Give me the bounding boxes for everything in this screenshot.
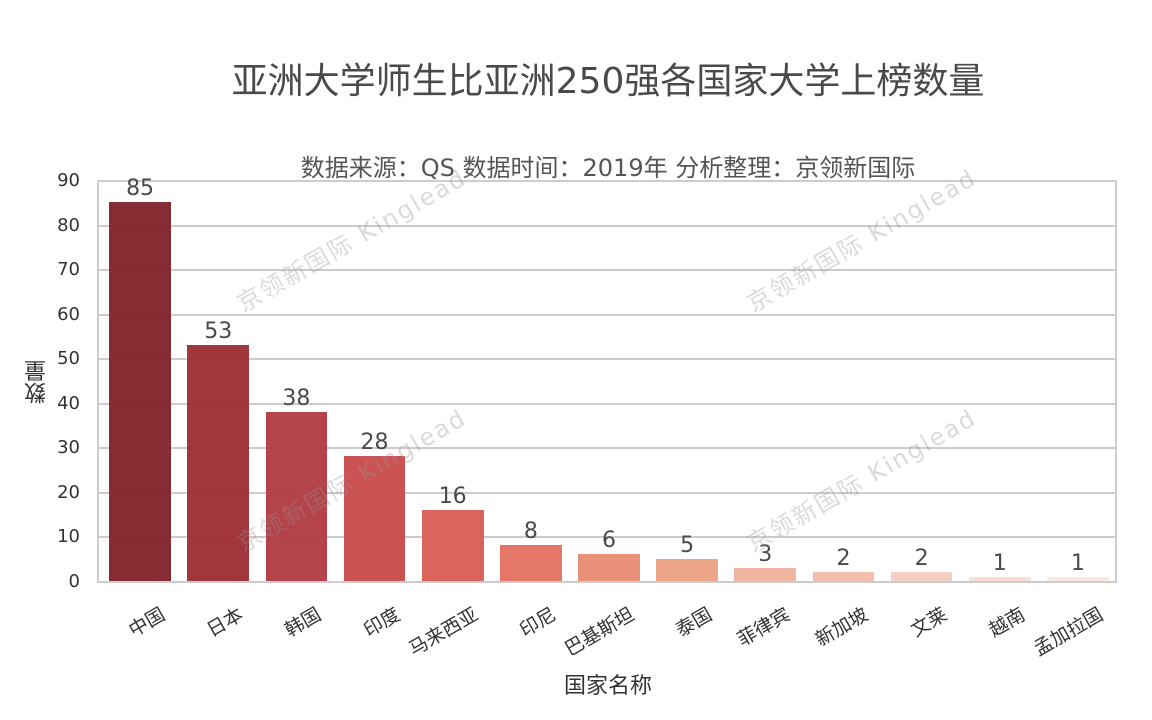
bar[interactable] — [265, 411, 328, 581]
bar[interactable] — [734, 567, 797, 581]
bar-value-label: 1 — [1070, 550, 1085, 576]
x-tick-label: 日本 — [203, 603, 248, 642]
bar-value-label: 1 — [992, 550, 1007, 576]
y-tick-label: 10 — [57, 526, 80, 548]
x-tick-label: 越南 — [984, 603, 1029, 642]
chart-subtitle: 数据来源：QS 数据时间：2019年 分析整理：京领新国际 — [300, 154, 916, 182]
bar-value-label: 3 — [758, 541, 773, 567]
y-tick-label: 80 — [57, 214, 80, 236]
bar-value-label: 5 — [680, 532, 695, 558]
gridline — [99, 536, 1115, 539]
x-tick-label: 新加坡 — [812, 603, 873, 652]
bar[interactable] — [499, 545, 562, 581]
bar[interactable] — [187, 344, 250, 581]
bar[interactable] — [812, 572, 875, 581]
bar[interactable] — [109, 202, 171, 581]
y-tick-label: 0 — [68, 571, 80, 592]
y-tick-label: 90 — [57, 170, 80, 191]
gridline — [99, 313, 1115, 316]
gridline — [99, 491, 1115, 494]
bar[interactable] — [343, 456, 406, 581]
y-tick-label: 40 — [57, 392, 80, 414]
bar-value-label: 85 — [126, 176, 155, 202]
bar-value-label: 53 — [204, 318, 233, 344]
x-tick-label: 马来西亚 — [404, 603, 482, 661]
y-tick-label: 70 — [57, 259, 80, 281]
chart-title: 亚洲大学师生比亚洲250强各国家大学上榜数量 — [231, 61, 985, 102]
y-tick-label: 20 — [57, 481, 80, 503]
x-tick-label: 印尼 — [515, 603, 560, 642]
bar[interactable] — [968, 576, 1031, 581]
gridline — [99, 447, 1115, 450]
bar-value-label: 2 — [836, 546, 851, 572]
bar[interactable] — [578, 554, 640, 581]
x-tick-label: 文莱 — [906, 603, 951, 642]
x-tick-label: 菲律宾 — [733, 603, 795, 652]
bar-value-label: 6 — [602, 528, 616, 554]
y-tick-label: 60 — [57, 303, 80, 325]
bar-value-label: 16 — [438, 483, 467, 509]
bar[interactable] — [421, 509, 484, 581]
x-tick-label: 巴基斯坦 — [561, 603, 639, 661]
bar[interactable] — [656, 558, 719, 581]
bar-value-label: 2 — [914, 546, 929, 572]
x-tick-label: 印度 — [359, 603, 404, 642]
y-tick-label: 30 — [57, 437, 80, 459]
gridline — [99, 224, 1115, 227]
y-tick-label: 50 — [57, 348, 80, 370]
bar[interactable] — [1047, 576, 1109, 581]
x-axis-label: 国家名称 — [563, 674, 652, 699]
gridline — [99, 269, 1115, 272]
x-tick-label: 韩国 — [281, 603, 326, 642]
x-tick-label: 中国 — [125, 603, 170, 642]
x-tick-label: 孟加拉国 — [1030, 603, 1107, 661]
gridline — [99, 358, 1115, 361]
bar-value-label: 8 — [523, 519, 538, 545]
bar[interactable] — [890, 572, 953, 581]
x-tick-label: 泰国 — [672, 603, 717, 642]
bar-value-label: 38 — [282, 385, 311, 411]
bar-value-label: 28 — [360, 430, 389, 456]
gridline — [99, 402, 1115, 405]
plot-area: 85 53 38 28 16 8 6 5 3 2 2 1 1 — [97, 176, 1117, 583]
